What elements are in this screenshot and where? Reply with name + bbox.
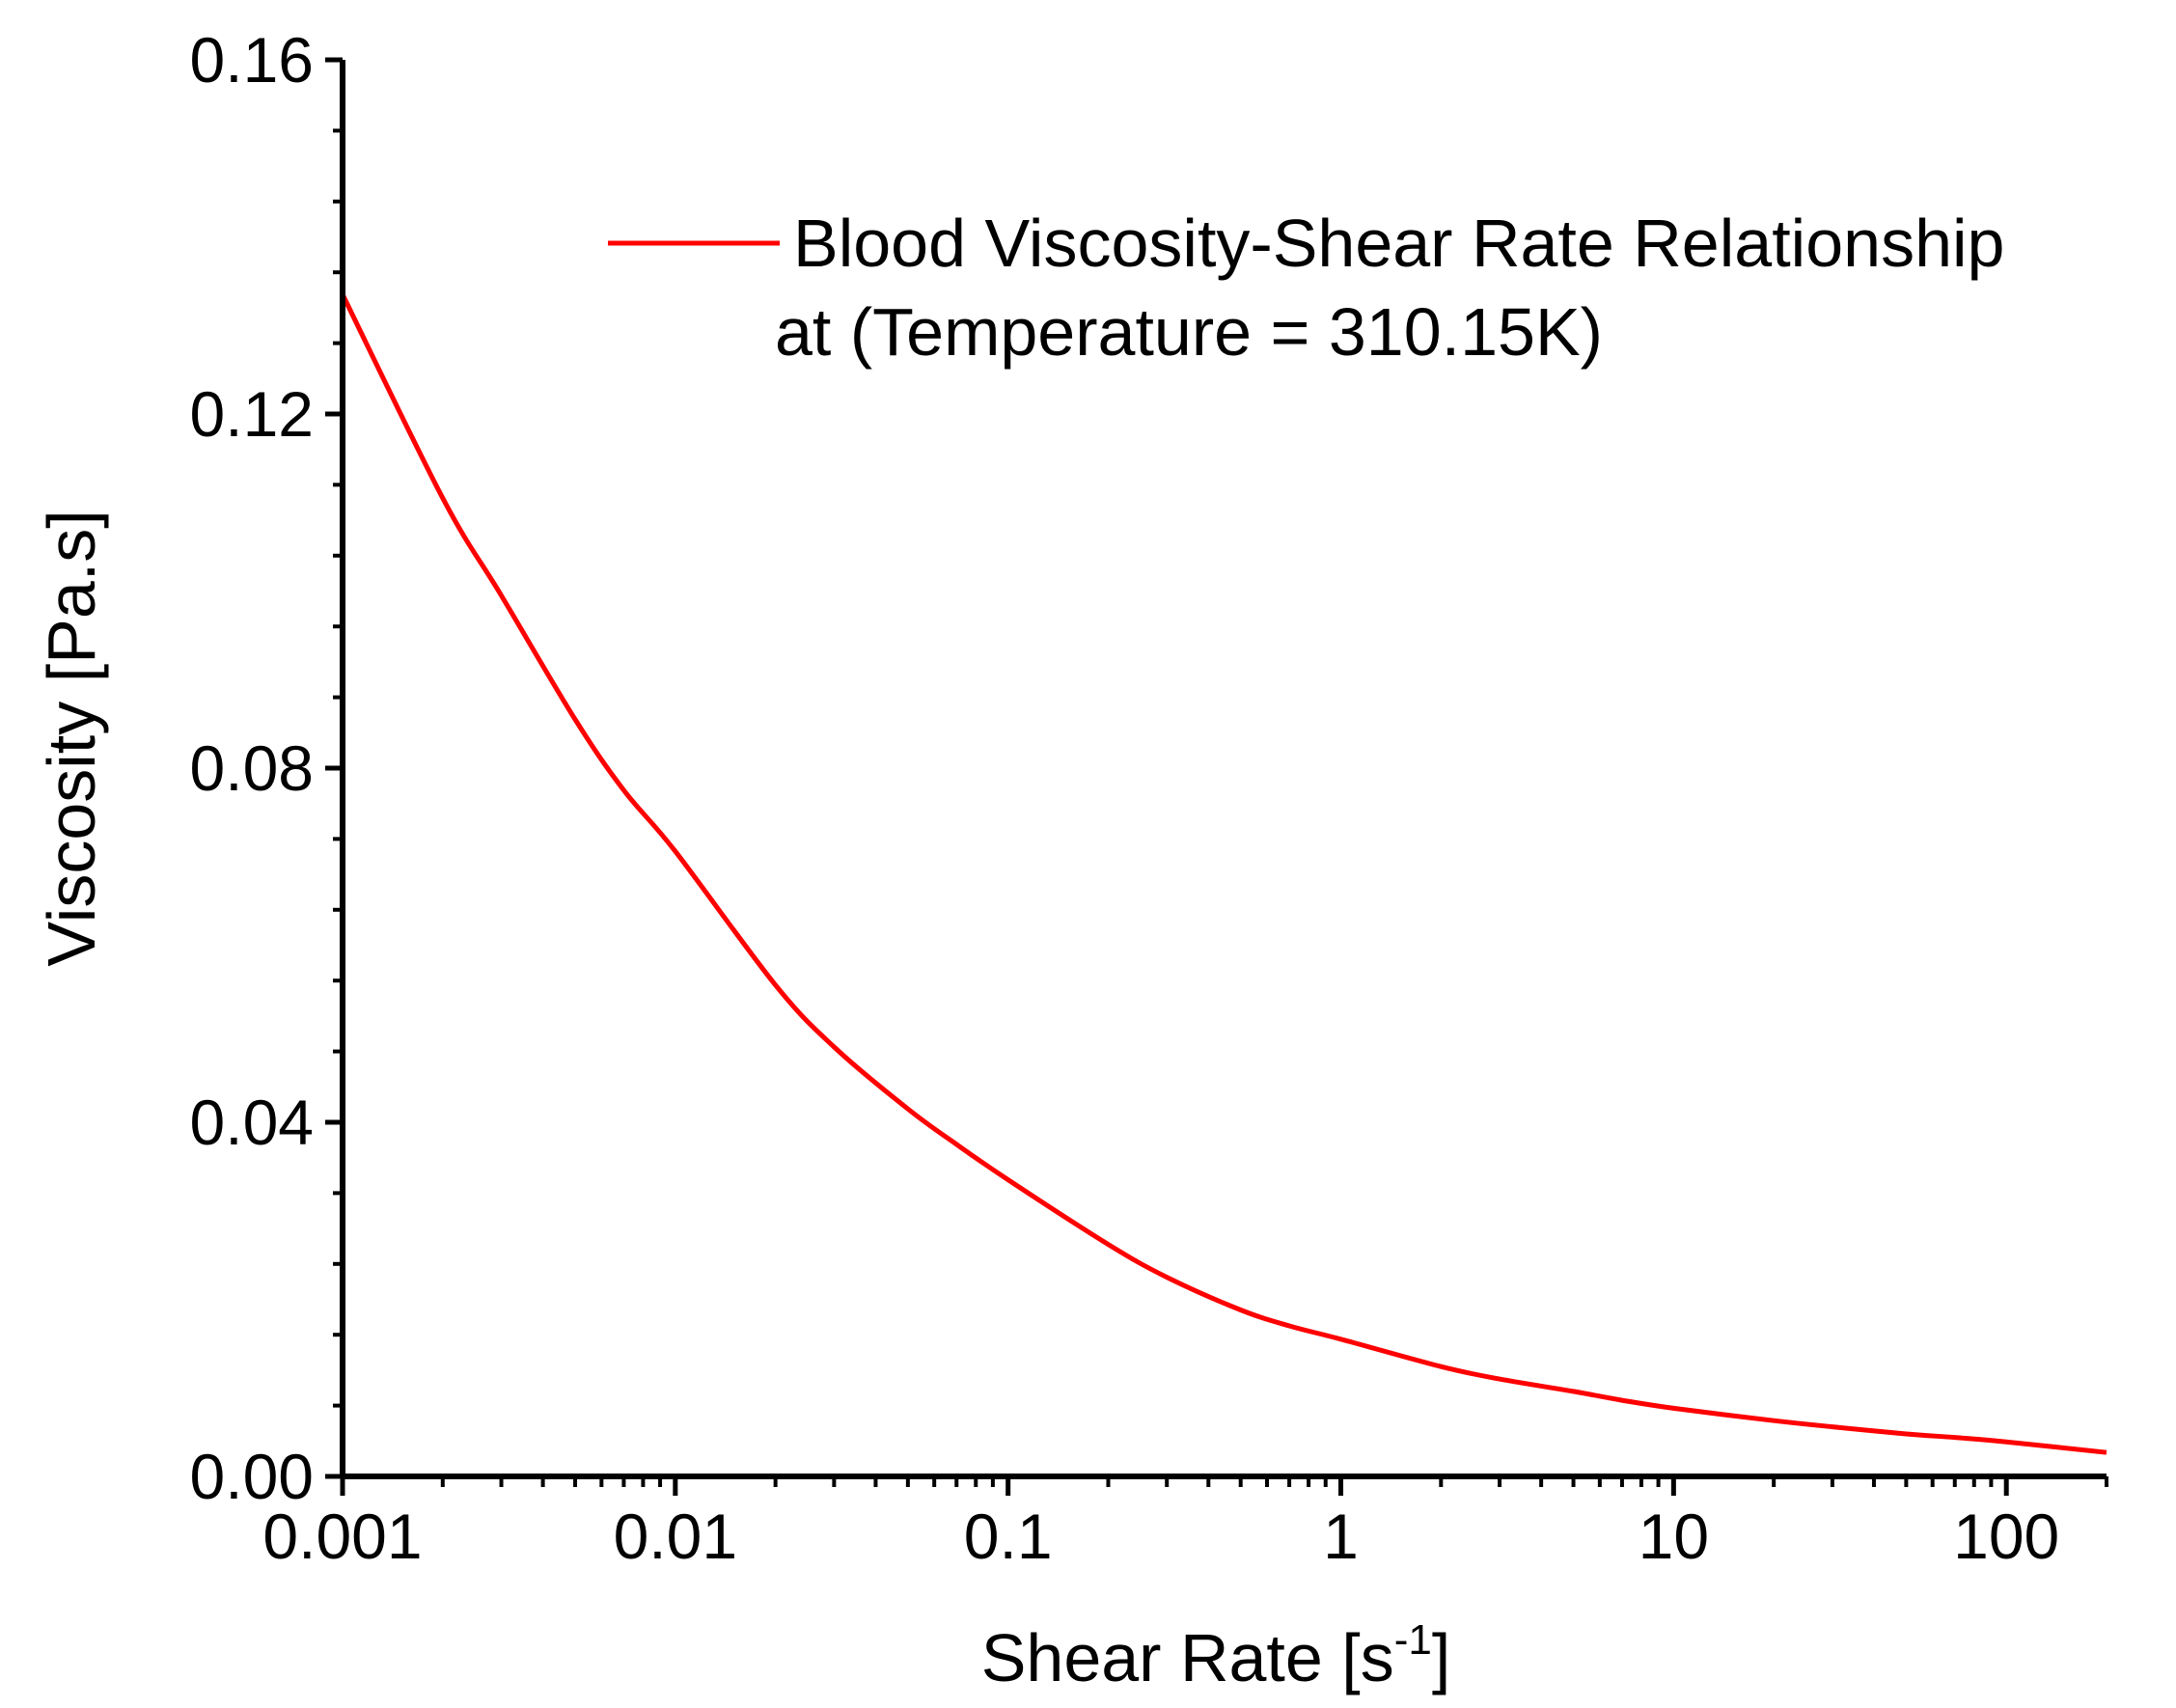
x-tick-label: 10	[1639, 1501, 1709, 1572]
x-tick-label: 0.01	[614, 1501, 737, 1572]
ticks: 0.00 0.04 0.08 0.12 0.16 0.001 0.01 0.1 1 10 100	[190, 24, 2108, 1572]
x-axis-title-end: ]	[1432, 1620, 1450, 1695]
y-axis-title: Viscosity [Pa.s]	[34, 510, 109, 966]
x-tick-label: 0.001	[262, 1501, 422, 1572]
legend-label-line2: at (Temperature = 310.15K)	[775, 294, 1603, 370]
x-axis-title-superscript: -1	[1394, 1616, 1432, 1664]
y-tick-label: 0.04	[190, 1087, 314, 1158]
plot-area	[340, 292, 2107, 1455]
x-axis-title-main: Shear Rate [s	[981, 1620, 1394, 1695]
series-line-blood-viscosity	[340, 292, 2107, 1455]
legend-label-line1: Blood Viscosity-Shear Rate Relationship	[793, 206, 2005, 281]
y-tick-label: 0.00	[190, 1441, 314, 1512]
y-tick-label: 0.12	[190, 378, 314, 450]
y-tick-label: 0.08	[190, 732, 314, 804]
x-axis-title: Shear Rate [s-1]	[981, 1616, 1451, 1695]
x-tick-label: 0.1	[964, 1501, 1053, 1572]
x-tick-label: 100	[1953, 1501, 2059, 1572]
legend: Blood Viscosity-Shear Rate Relationship …	[608, 206, 2005, 370]
y-tick-label: 0.16	[190, 24, 314, 96]
x-tick-label: 1	[1323, 1501, 1359, 1572]
